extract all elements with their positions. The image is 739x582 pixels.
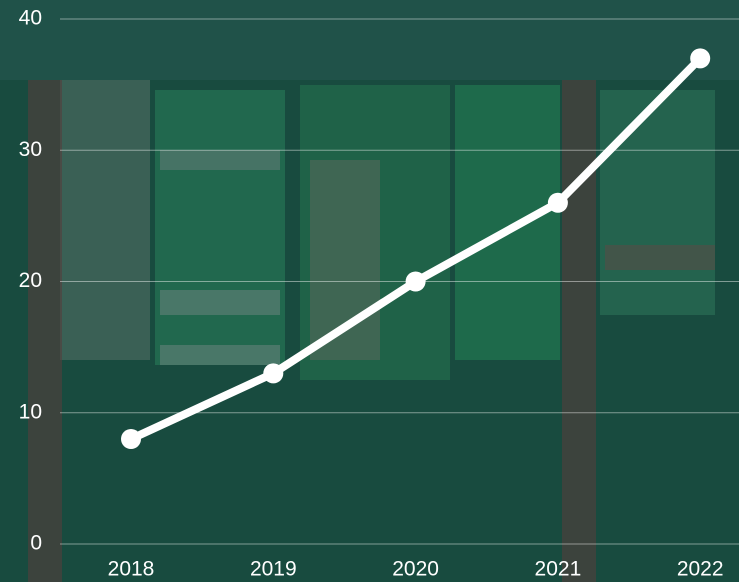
- x-tick-label: 2020: [392, 558, 439, 581]
- y-tick-label: 40: [19, 7, 42, 30]
- x-tick-label: 2018: [108, 558, 155, 581]
- point: [405, 271, 426, 292]
- y-tick-label: 20: [19, 269, 42, 292]
- x-tick-label: 2021: [535, 558, 582, 581]
- point: [263, 363, 284, 384]
- y-tick-label: 0: [30, 532, 42, 555]
- y-tick-label: 10: [19, 400, 42, 423]
- x-tick-label: 2019: [250, 558, 297, 581]
- point: [547, 192, 568, 213]
- point: [690, 48, 711, 69]
- y-tick-label: 30: [19, 138, 42, 161]
- point: [121, 429, 141, 449]
- x-tick-label: 2022: [677, 558, 724, 581]
